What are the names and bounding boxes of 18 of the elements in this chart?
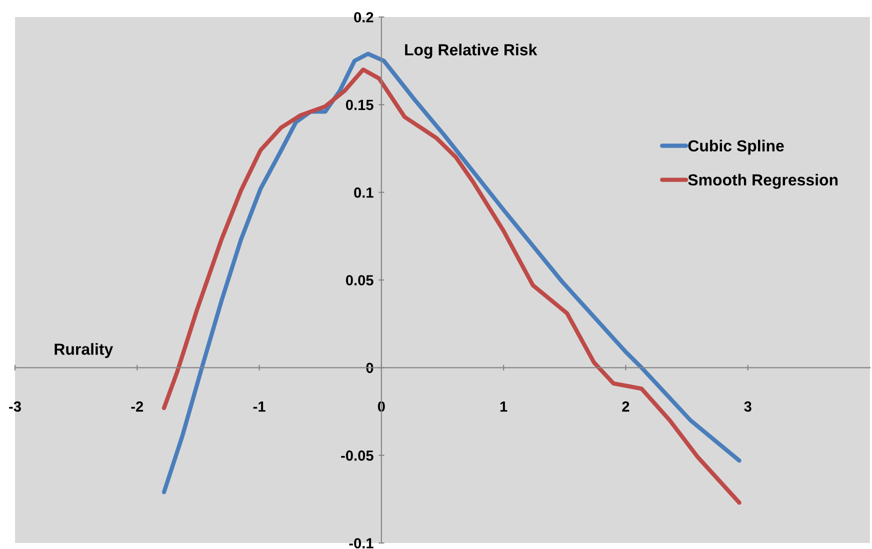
y-tick-label: -0.05 bbox=[341, 450, 374, 461]
legend-label: Cubic Spline bbox=[688, 140, 784, 155]
x-tick-label: 0 bbox=[378, 401, 385, 412]
x-axis-title: Rurality bbox=[54, 343, 114, 358]
x-tick-label: 3 bbox=[744, 401, 752, 412]
y-tick-label: 0.1 bbox=[354, 187, 374, 198]
y-tick-label: 0 bbox=[366, 362, 374, 374]
y-tick-label: 0.15 bbox=[346, 100, 374, 110]
x-tick-label: -2 bbox=[131, 401, 144, 412]
legend-label: Smooth Regression bbox=[688, 174, 838, 189]
y-tick-label: 0.05 bbox=[346, 275, 374, 286]
x-tick-label: -1 bbox=[253, 402, 266, 412]
y-axis-title: Log Relative Risk bbox=[405, 44, 538, 59]
y-tick-label: 0.2 bbox=[354, 12, 374, 22]
x-tick-label: -3 bbox=[9, 401, 21, 412]
y-tick-label: -0.1 bbox=[349, 538, 374, 548]
x-tick-label: 1 bbox=[500, 402, 508, 412]
x-tick-label: 2 bbox=[622, 401, 630, 412]
